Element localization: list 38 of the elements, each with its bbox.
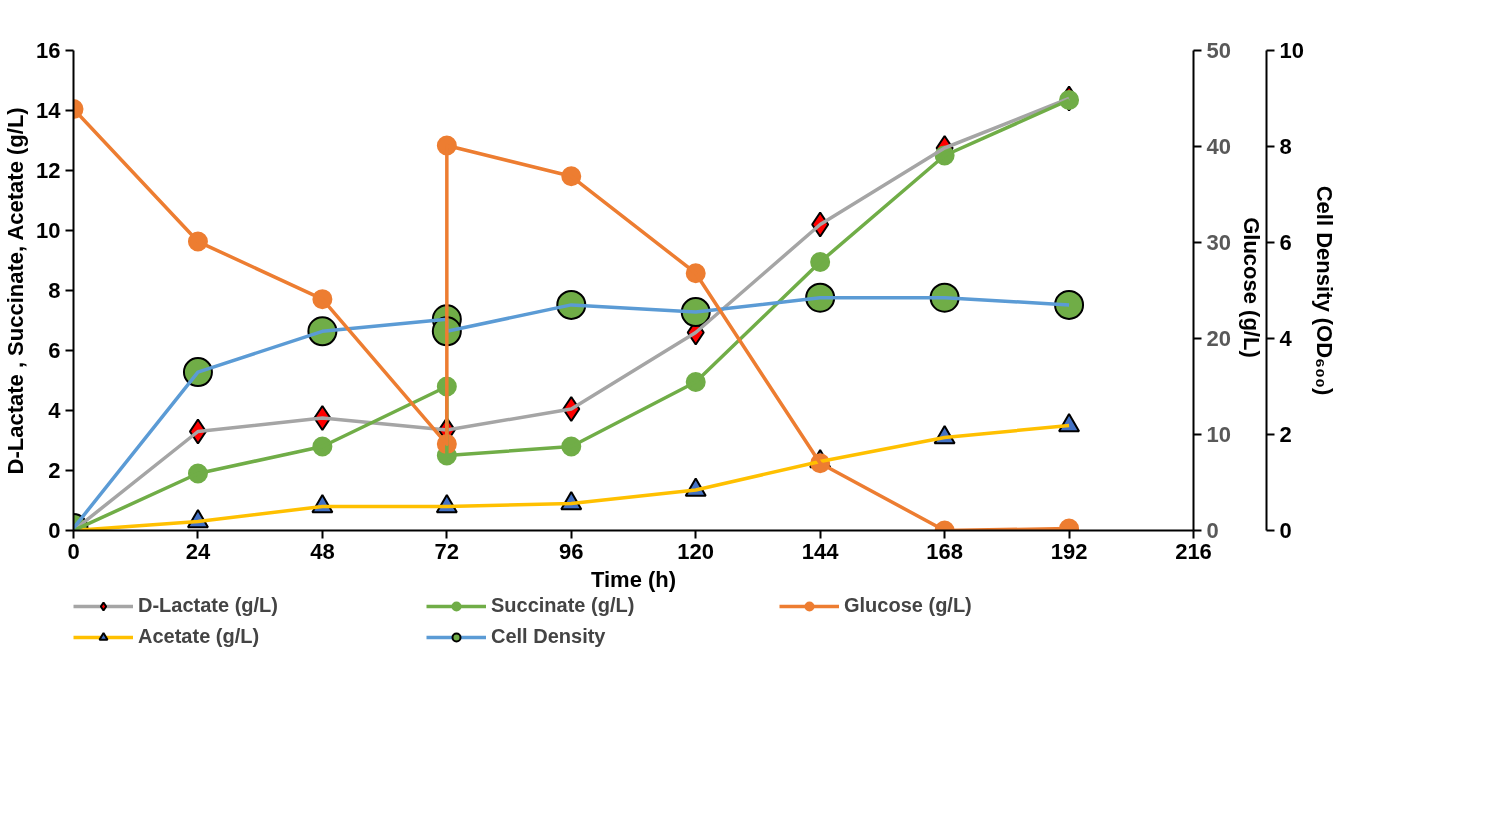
y-tick-label: 12 <box>36 158 61 183</box>
x-axis-title: Time (h) <box>590 566 677 592</box>
y2-tick-label: 20 <box>1206 326 1231 351</box>
x-tick-label: 24 <box>185 538 211 564</box>
y3-tick-label: 10 <box>1279 38 1304 63</box>
y2-tick-label: 10 <box>1206 422 1231 447</box>
legend-label: Succinate (g/L) <box>491 594 636 617</box>
y2-axis-title: Glucose (g/L) <box>1238 217 1264 358</box>
x-tick-label: 120 <box>677 538 715 564</box>
y-tick-label: 2 <box>48 458 61 483</box>
y-tick-label: 16 <box>36 38 61 63</box>
y3-tick-label: 2 <box>1279 422 1292 447</box>
y2-tick-label: 30 <box>1206 230 1231 255</box>
legend-label: Glucose (g/L) <box>844 594 973 617</box>
y2-tick-label: 40 <box>1206 134 1231 159</box>
legend-label: D-Lactate (g/L) <box>138 594 279 617</box>
y-tick-label: 14 <box>36 98 62 123</box>
x-tick-label: 0 <box>67 538 80 564</box>
x-tick-label: 168 <box>926 538 963 564</box>
y3-tick-label: 6 <box>1279 230 1292 255</box>
x-tick-label: 48 <box>310 538 335 564</box>
x-tick-label: 192 <box>1050 538 1088 564</box>
x-tick-label: 96 <box>559 538 584 564</box>
x-tick-label: 144 <box>801 538 840 564</box>
y-tick-label: 4 <box>48 398 62 423</box>
y-tick-label: 6 <box>48 338 61 363</box>
y-tick-label: 10 <box>36 218 61 243</box>
y3-tick-label: 0 <box>1279 518 1292 543</box>
x-tick-label: 72 <box>434 538 460 564</box>
legend-label: Cell Density <box>491 625 607 648</box>
legend-label: Acetate (g/L) <box>138 625 261 648</box>
y-axis-title: D-Lactate , Succinate, Acetate (g/L) <box>3 107 29 475</box>
y-tick-label: 0 <box>48 518 61 543</box>
y3-axis-title: Cell Density (OD₆₀₀) <box>1311 185 1337 396</box>
y-tick-label: 8 <box>48 278 61 303</box>
y3-tick-label: 8 <box>1279 134 1292 159</box>
y3-tick-label: 4 <box>1279 326 1293 351</box>
y2-tick-label: 50 <box>1206 38 1231 63</box>
